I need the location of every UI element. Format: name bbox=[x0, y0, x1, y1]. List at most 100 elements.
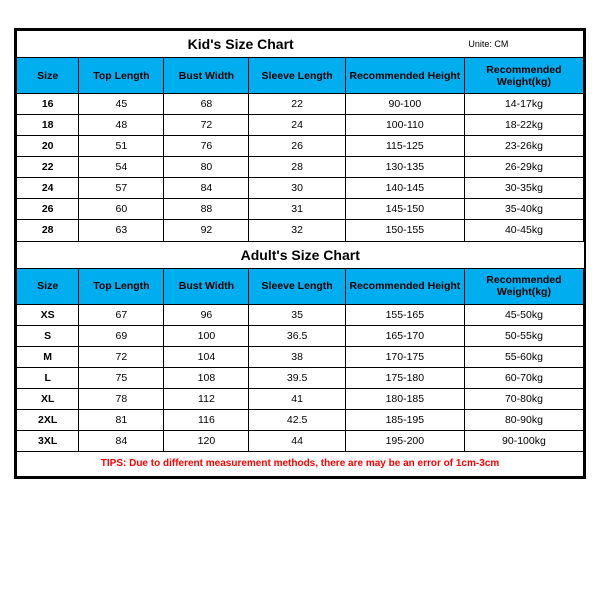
table-cell: 72 bbox=[164, 115, 249, 136]
table-cell: 48 bbox=[79, 115, 164, 136]
table-cell: 50-55kg bbox=[464, 325, 583, 346]
table-cell: 30-35kg bbox=[464, 178, 583, 199]
table-row: 3XL8412044195-20090-100kg bbox=[17, 431, 584, 452]
table-cell: 69 bbox=[79, 325, 164, 346]
table-cell: 39.5 bbox=[249, 367, 345, 388]
table-cell: 42.5 bbox=[249, 409, 345, 430]
table-cell: 120 bbox=[164, 431, 249, 452]
table-cell: 81 bbox=[79, 409, 164, 430]
table-cell: 54 bbox=[79, 157, 164, 178]
table-cell: 55-60kg bbox=[464, 346, 583, 367]
table-cell: 20 bbox=[17, 136, 79, 157]
table-cell: 140-145 bbox=[345, 178, 464, 199]
table-cell: M bbox=[17, 346, 79, 367]
table-cell: 45-50kg bbox=[464, 304, 583, 325]
col-sleeve-length: Sleeve Length bbox=[249, 58, 345, 94]
table-cell: 100 bbox=[164, 325, 249, 346]
col-sleeve-length: Sleeve Length bbox=[249, 268, 345, 304]
table-cell: 23-26kg bbox=[464, 136, 583, 157]
table-cell: 2XL bbox=[17, 409, 79, 430]
table-cell: 90-100kg bbox=[464, 431, 583, 452]
table-cell: 116 bbox=[164, 409, 249, 430]
col-rec-weight: Recommended Weight(kg) bbox=[464, 58, 583, 94]
table-cell: 100-110 bbox=[345, 115, 464, 136]
table-cell: 26 bbox=[17, 199, 79, 220]
tips-row: TIPS: Due to different measurement metho… bbox=[17, 452, 584, 477]
table-row: L7510839.5175-18060-70kg bbox=[17, 367, 584, 388]
table-cell: 130-135 bbox=[345, 157, 464, 178]
table-cell: 24 bbox=[249, 115, 345, 136]
table-cell: 68 bbox=[164, 94, 249, 115]
table-row: 24578430140-14530-35kg bbox=[17, 178, 584, 199]
table-row: 1645682290-10014-17kg bbox=[17, 94, 584, 115]
table-row: XS679635155-16545-50kg bbox=[17, 304, 584, 325]
table-row: XL7811241180-18570-80kg bbox=[17, 388, 584, 409]
col-size: Size bbox=[17, 268, 79, 304]
col-top-length: Top Length bbox=[79, 268, 164, 304]
kids-header-row: Size Top Length Bust Width Sleeve Length… bbox=[17, 58, 584, 94]
table-cell: 31 bbox=[249, 199, 345, 220]
table-cell: 22 bbox=[17, 157, 79, 178]
table-cell: XS bbox=[17, 304, 79, 325]
table-cell: 18 bbox=[17, 115, 79, 136]
table-cell: 75 bbox=[79, 367, 164, 388]
tips-text: TIPS: Due to different measurement metho… bbox=[17, 452, 584, 477]
table-cell: 80-90kg bbox=[464, 409, 583, 430]
table-cell: 24 bbox=[17, 178, 79, 199]
table-cell: 18-22kg bbox=[464, 115, 583, 136]
size-chart-container: Kid's Size Chart Unite: CM Size Top Leng… bbox=[14, 28, 586, 479]
table-cell: 88 bbox=[164, 199, 249, 220]
table-row: 26608831145-15035-40kg bbox=[17, 199, 584, 220]
kids-title-row: Kid's Size Chart Unite: CM bbox=[17, 31, 584, 58]
table-cell: 14-17kg bbox=[464, 94, 583, 115]
table-cell: 175-180 bbox=[345, 367, 464, 388]
table-cell: 165-170 bbox=[345, 325, 464, 346]
table-cell: 170-175 bbox=[345, 346, 464, 367]
table-cell: 92 bbox=[164, 220, 249, 241]
table-cell: 90-100 bbox=[345, 94, 464, 115]
table-cell: 96 bbox=[164, 304, 249, 325]
table-row: 20517626115-12523-26kg bbox=[17, 136, 584, 157]
table-cell: 72 bbox=[79, 346, 164, 367]
table-cell: 60 bbox=[79, 199, 164, 220]
table-cell: 36.5 bbox=[249, 325, 345, 346]
table-cell: 45 bbox=[79, 94, 164, 115]
table-cell: 57 bbox=[79, 178, 164, 199]
table-cell: 70-80kg bbox=[464, 388, 583, 409]
col-bust-width: Bust Width bbox=[164, 268, 249, 304]
col-top-length: Top Length bbox=[79, 58, 164, 94]
table-cell: 28 bbox=[249, 157, 345, 178]
col-size: Size bbox=[17, 58, 79, 94]
table-row: 28639232150-15540-45kg bbox=[17, 220, 584, 241]
table-cell: 44 bbox=[249, 431, 345, 452]
table-cell: 80 bbox=[164, 157, 249, 178]
table-cell: 76 bbox=[164, 136, 249, 157]
table-cell: 26-29kg bbox=[464, 157, 583, 178]
table-cell: 63 bbox=[79, 220, 164, 241]
units-label: Unite: CM bbox=[464, 31, 583, 58]
table-cell: 40-45kg bbox=[464, 220, 583, 241]
table-cell: 3XL bbox=[17, 431, 79, 452]
table-cell: L bbox=[17, 367, 79, 388]
table-cell: 84 bbox=[79, 431, 164, 452]
table-cell: 26 bbox=[249, 136, 345, 157]
table-cell: 112 bbox=[164, 388, 249, 409]
col-rec-weight: Recommended Weight(kg) bbox=[464, 268, 583, 304]
size-chart-table: Kid's Size Chart Unite: CM Size Top Leng… bbox=[16, 30, 584, 477]
table-cell: 78 bbox=[79, 388, 164, 409]
kids-title: Kid's Size Chart bbox=[17, 31, 465, 58]
table-row: S6910036.5165-17050-55kg bbox=[17, 325, 584, 346]
table-cell: 22 bbox=[249, 94, 345, 115]
table-cell: 104 bbox=[164, 346, 249, 367]
col-bust-width: Bust Width bbox=[164, 58, 249, 94]
table-cell: 28 bbox=[17, 220, 79, 241]
col-rec-height: Recommended Height bbox=[345, 58, 464, 94]
col-rec-height: Recommended Height bbox=[345, 268, 464, 304]
table-cell: 38 bbox=[249, 346, 345, 367]
table-row: 2XL8111642.5185-19580-90kg bbox=[17, 409, 584, 430]
table-cell: S bbox=[17, 325, 79, 346]
table-cell: 185-195 bbox=[345, 409, 464, 430]
adults-title: Adult's Size Chart bbox=[17, 241, 584, 268]
table-cell: 150-155 bbox=[345, 220, 464, 241]
table-cell: 51 bbox=[79, 136, 164, 157]
